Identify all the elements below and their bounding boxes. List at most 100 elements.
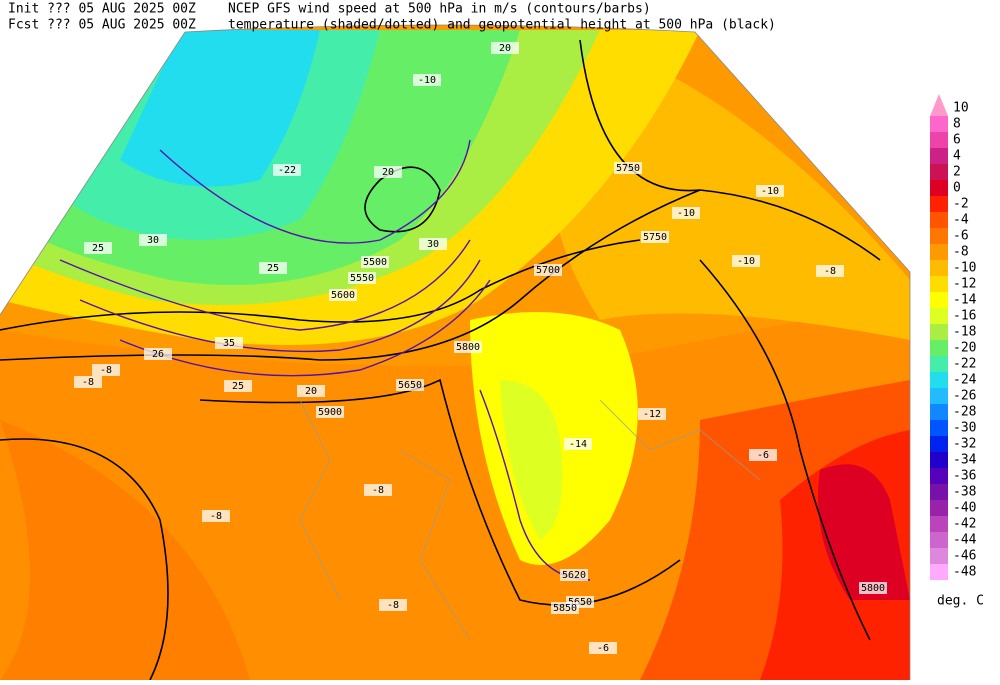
- contour-label-bg: [732, 255, 760, 267]
- contour-label: -12: [643, 409, 661, 420]
- colorbar-label: -20: [953, 341, 976, 356]
- colorbar-swatch: [930, 228, 948, 244]
- colorbar-swatch: [930, 420, 948, 436]
- contour-label-bg: [202, 510, 230, 522]
- colorbar-swatch: [930, 276, 948, 292]
- contour-label: -6: [597, 643, 609, 654]
- contour-label: -10: [737, 256, 755, 267]
- colorbar-label: -32: [953, 437, 976, 452]
- colorbar-swatch: [930, 148, 948, 164]
- title-line-2: temperature (shaded/dotted) and geopoten…: [228, 18, 776, 33]
- contour-label: 25: [232, 381, 244, 392]
- contour-label-bg: [672, 207, 700, 219]
- contour-label-bg: [364, 484, 392, 496]
- contour-label-bg: [297, 385, 325, 397]
- title-line-1: NCEP GFS wind speed at 500 hPa in m/s (c…: [228, 2, 651, 17]
- contour-label-bg: [816, 265, 844, 277]
- contour-label: 25: [92, 243, 104, 254]
- contour-label-bg: [259, 262, 287, 274]
- contour-label: 5650: [398, 380, 422, 391]
- colorbar-label: 10: [953, 101, 969, 116]
- contour-label: -8: [82, 377, 94, 388]
- contour-label-bg: [638, 408, 666, 420]
- colorbar-swatch: [930, 532, 948, 548]
- contour-label-bg: [329, 289, 357, 301]
- contour-label: -8: [210, 511, 222, 522]
- contour-label: -6: [757, 450, 769, 461]
- colorbar-label: 0: [953, 181, 961, 196]
- colorbar-swatch: [930, 244, 948, 260]
- contour-label: 25: [267, 263, 279, 274]
- contour-label-bg: [564, 438, 592, 450]
- colorbar-unit: deg. C: [937, 594, 984, 609]
- colorbar-label: 8: [953, 117, 961, 132]
- contour-label-bg: [348, 272, 376, 284]
- contour-label-bg: [551, 602, 579, 614]
- colorbar-swatch: [930, 260, 948, 276]
- contour-label: -8: [372, 485, 384, 496]
- contour-label: 5500: [363, 257, 387, 268]
- contour-label: 30: [147, 235, 159, 246]
- contour-label: 5550: [350, 273, 374, 284]
- contour-label-bg: [92, 364, 120, 376]
- contour-label: -10: [418, 75, 436, 86]
- colorbar-swatch: [930, 356, 948, 372]
- colorbar-label: -26: [953, 389, 976, 404]
- colorbar-swatch: [930, 132, 948, 148]
- contour-label: -8: [100, 365, 112, 376]
- contour-label: -14: [569, 439, 587, 450]
- contour-label: 5700: [536, 265, 560, 276]
- map: [0, 25, 910, 680]
- colorbar-swatch: [930, 116, 948, 132]
- contour-label-bg: [756, 185, 784, 197]
- contour-label-bg: [454, 341, 482, 353]
- colorbar-swatch: [930, 372, 948, 388]
- colorbar-swatch: [930, 564, 948, 580]
- colorbar-label: -8: [953, 245, 969, 260]
- contour-label-bg: [84, 242, 112, 254]
- contour-label: 5650: [568, 597, 592, 608]
- colorbar-swatch: [930, 404, 948, 420]
- contour-label: 30: [427, 239, 439, 250]
- contour-label: 35: [223, 338, 235, 349]
- contour-label-bg: [379, 599, 407, 611]
- colorbar-label: -40: [953, 501, 976, 516]
- colorbar-swatch: [930, 180, 948, 196]
- contour-label-bg: [413, 74, 441, 86]
- contour-label: -22: [278, 165, 296, 176]
- colorbar-label: -12: [953, 277, 976, 292]
- colorbar-label: 4: [953, 149, 961, 164]
- colorbar-swatch: [930, 516, 948, 532]
- colorbar-swatch: [930, 548, 948, 564]
- colorbar-swatch: [930, 500, 948, 516]
- contour-label: 20: [305, 386, 317, 397]
- colorbar-label: 6: [953, 133, 961, 148]
- contour-label-bg: [560, 569, 588, 581]
- contour-label: 5900: [318, 407, 342, 418]
- contour-label-bg: [589, 642, 617, 654]
- contour-label: -10: [761, 186, 779, 197]
- colorbar-label: -14: [953, 293, 977, 308]
- colorbar-label: -2: [953, 197, 969, 212]
- colorbar-arrow: [930, 94, 948, 116]
- init-label: Init ??? 05 AUG 2025 00Z: [8, 2, 196, 17]
- contour-label-bg: [144, 348, 172, 360]
- contour-label-bg: [374, 166, 402, 178]
- fcst-label: Fcst ??? 05 AUG 2025 00Z: [8, 18, 196, 33]
- colorbar-label: -24: [953, 373, 977, 388]
- colorbar-swatch: [930, 468, 948, 484]
- colorbar-swatch: [930, 292, 948, 308]
- contour-label-bg: [139, 234, 167, 246]
- colorbar-label: -36: [953, 469, 976, 484]
- colorbar-swatch: [930, 452, 948, 468]
- colorbar-label: -34: [953, 453, 977, 468]
- contour-label: 5800: [861, 583, 885, 594]
- contour-label: 20: [499, 43, 511, 54]
- contour-label: 5620: [562, 570, 586, 581]
- contour-label: 5750: [616, 163, 640, 174]
- contour-label-bg: [215, 337, 243, 349]
- colorbar-label: -38: [953, 485, 976, 500]
- contour-label: -10: [677, 208, 695, 219]
- contour-label-bg: [316, 406, 344, 418]
- contour-label-bg: [273, 164, 301, 176]
